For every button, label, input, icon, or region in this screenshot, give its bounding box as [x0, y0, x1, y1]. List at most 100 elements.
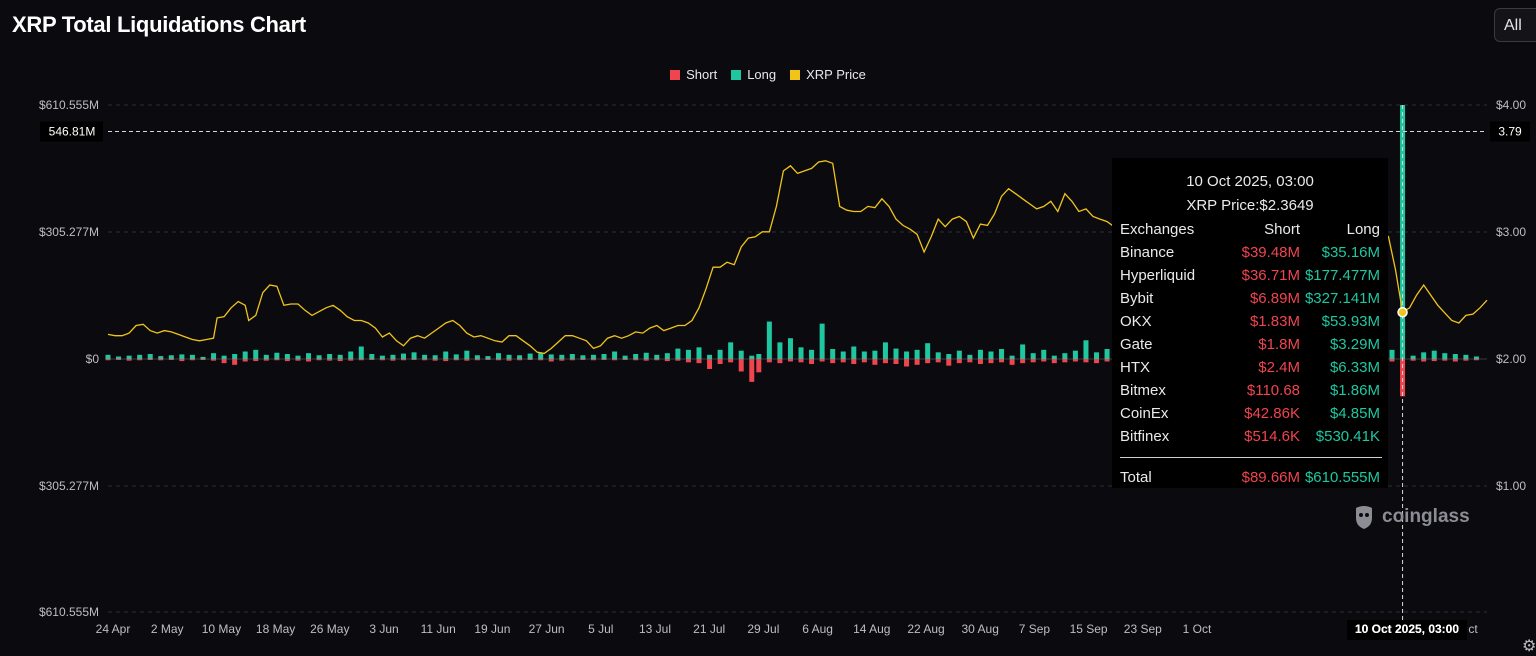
legend-item-xrp-price[interactable]: XRP Price — [790, 67, 866, 82]
long-bar — [1009, 355, 1015, 359]
long-bar — [707, 354, 713, 359]
short-bar — [337, 359, 343, 362]
short-bar — [1009, 359, 1015, 365]
x-tick-label: 6 Aug — [802, 622, 833, 636]
short-bar — [327, 359, 333, 361]
tooltip-exchange: Hyperliquid — [1120, 267, 1196, 284]
short-bar — [1104, 359, 1110, 362]
long-bar — [569, 354, 575, 359]
long-bar — [1041, 349, 1047, 359]
tooltip-long: $4.85M — [1329, 405, 1380, 422]
short-bar — [1094, 359, 1100, 364]
long-bar — [728, 342, 734, 359]
long-bar — [538, 352, 544, 359]
long-bar — [840, 351, 846, 359]
tooltip-divider — [1120, 457, 1382, 458]
coinglass-logo-icon — [1356, 506, 1372, 529]
short-bar — [1020, 359, 1026, 364]
long-bar — [893, 348, 899, 359]
time-range-select[interactable]: All — [1494, 8, 1536, 42]
long-bar — [1463, 354, 1469, 359]
short-bar — [777, 359, 783, 364]
long-bar — [464, 350, 470, 359]
short-bar — [1030, 359, 1036, 363]
short-bar — [411, 359, 417, 360]
x-tick-label: 15 Sep — [1070, 622, 1108, 636]
short-bar — [495, 359, 501, 361]
tooltip-short: $36.71M — [1241, 267, 1300, 284]
gear-icon[interactable]: ⚙ — [1522, 638, 1536, 655]
long-bar — [517, 355, 523, 359]
short-bar — [422, 359, 428, 361]
tooltip-header-exchange: Exchanges — [1120, 221, 1195, 238]
long-bar — [1452, 354, 1458, 359]
chart-tooltip: 10 Oct 2025, 03:00 XRP Price:$2.3649 Exc… — [1112, 158, 1388, 488]
short-bar — [453, 359, 459, 361]
short-bar — [316, 359, 322, 361]
tooltip-exchange: Bitmex — [1120, 382, 1166, 399]
long-bar — [401, 353, 406, 359]
long-bar — [766, 321, 772, 359]
long-bar — [590, 354, 596, 359]
crosshair-date-bg — [1347, 620, 1467, 640]
legend-label-price: XRP Price — [806, 67, 866, 82]
long-bar — [1410, 355, 1416, 359]
short-bar — [612, 359, 618, 361]
legend-item-short[interactable]: Short — [670, 67, 717, 82]
short-bar — [988, 359, 994, 364]
tooltip-long: $327.141M — [1304, 290, 1380, 307]
tooltip-time: 10 Oct 2025, 03:00 — [1186, 173, 1314, 190]
legend-item-long[interactable]: Long — [731, 67, 776, 82]
short-bar — [914, 359, 920, 365]
long-bar — [474, 355, 480, 359]
short-bar — [443, 359, 449, 362]
short-bar — [369, 359, 375, 360]
short-bar — [538, 359, 544, 361]
long-bar — [1421, 352, 1427, 359]
tooltip-short: $514.6K — [1244, 428, 1300, 445]
long-bar — [105, 354, 111, 359]
tooltip-header-short: Short — [1264, 221, 1300, 238]
short-bar — [717, 359, 723, 364]
long-bar — [1431, 350, 1437, 359]
short-bar — [126, 359, 132, 361]
y-left-tick-label: $305.277M — [39, 225, 99, 239]
long-bar — [601, 354, 607, 359]
long-bar — [253, 349, 259, 359]
short-bar — [643, 359, 649, 361]
long-bar — [559, 354, 565, 359]
x-tick-label: 1 Oct — [1183, 622, 1212, 636]
price-marker-dot — [1397, 306, 1408, 318]
short-bar — [274, 359, 280, 361]
long-bar — [548, 354, 554, 359]
x-tick-label: 24 Apr — [96, 622, 131, 636]
y-right-tick-label: $3.00 — [1496, 225, 1526, 239]
long-bar — [527, 353, 533, 359]
long-bar — [787, 338, 793, 359]
long-bar — [819, 323, 825, 359]
short-bar — [622, 359, 628, 360]
tooltip-long: $3.29M — [1329, 336, 1380, 353]
long-bar — [717, 349, 723, 359]
long-bar — [443, 351, 449, 359]
legend-label-long: Long — [747, 67, 777, 82]
long-bar — [1020, 344, 1026, 359]
long-bar — [116, 356, 122, 359]
short-bar — [158, 359, 164, 361]
short-bar — [766, 359, 772, 363]
long-bar — [830, 349, 836, 359]
tooltip-exchange: Bitfinex — [1120, 428, 1170, 445]
short-bar — [977, 359, 983, 364]
long-bar — [904, 351, 910, 359]
long-bar — [189, 354, 195, 359]
long-bar — [1473, 356, 1479, 359]
long-bar — [200, 356, 206, 359]
short-bar — [232, 359, 238, 365]
short-bar — [1400, 359, 1406, 397]
short-bar — [935, 359, 941, 363]
tooltip-short: $110.68 — [1246, 382, 1300, 399]
short-bar — [569, 359, 575, 361]
short-bar — [633, 359, 639, 361]
short-bar — [432, 359, 438, 361]
